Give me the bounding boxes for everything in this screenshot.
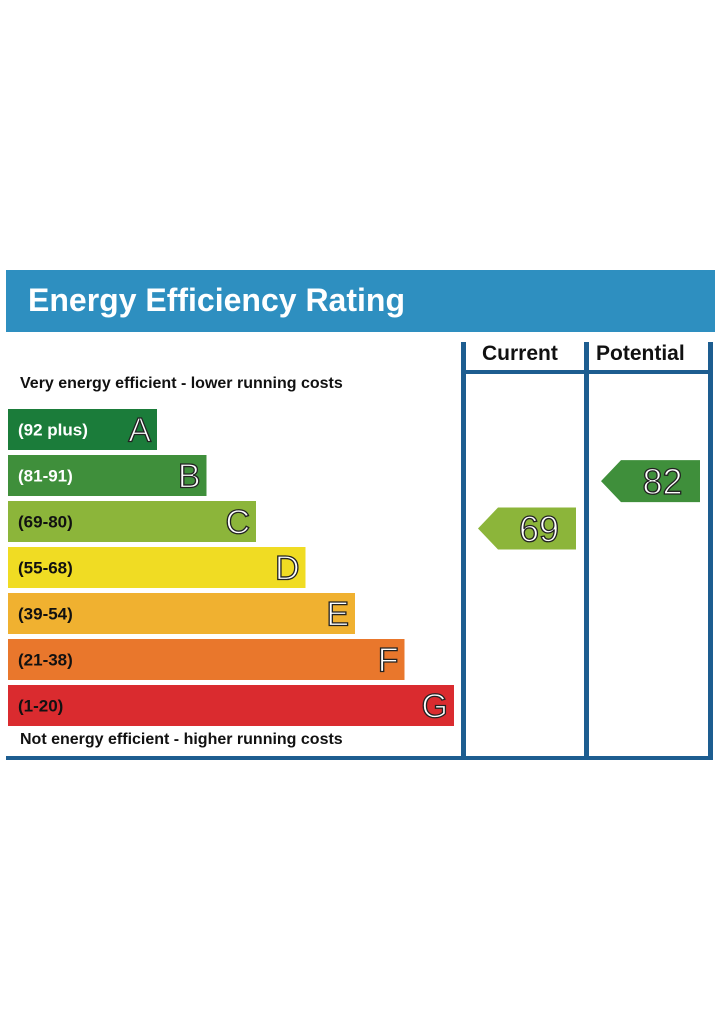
potential-column-header: Potential (596, 342, 685, 365)
potential-rating-arrow: 82 (601, 460, 700, 503)
band-c-letter: C (225, 504, 250, 542)
band-g: (1-20) G (8, 685, 454, 726)
band-f-letter: F (378, 642, 399, 680)
potential-rating-value: 82 (642, 461, 682, 502)
bottom-caption: Not energy efficient - higher running co… (20, 731, 343, 748)
band-c-range: (69-80) (18, 513, 73, 532)
band-d-range: (55-68) (18, 559, 73, 578)
band-b-range: (81-91) (18, 467, 73, 486)
band-g-range: (1-20) (18, 697, 63, 716)
rating-bands: (92 plus) A (81-91) B (69-80) C (55-68) D (39-54… (8, 409, 700, 726)
band-e-range: (39-54) (18, 605, 73, 624)
current-rating-value: 69 (519, 509, 559, 550)
band-a-range: (92 plus) (18, 421, 88, 440)
current-column-header: Current (482, 342, 558, 365)
potential-column-right-border (708, 342, 713, 760)
chart-bottom-border (6, 756, 713, 760)
band-b-letter: B (178, 458, 201, 496)
band-c-bar (8, 501, 256, 542)
current-rating-arrow-shape (478, 507, 576, 550)
band-g-letter: G (422, 688, 448, 726)
band-f-range: (21-38) (18, 651, 73, 670)
potential-column-left-border (584, 342, 589, 760)
energy-rating-chart: Energy Efficiency Rating Current Potenti… (6, 270, 715, 762)
band-b: (81-91) B (8, 455, 207, 496)
potential-rating-arrow-shape (601, 460, 700, 503)
band-e-bar (8, 593, 355, 634)
band-a-letter: A (128, 412, 151, 450)
band-a: (92 plus) A (8, 409, 157, 450)
chart-title: Energy Efficiency Rating (28, 282, 405, 318)
band-g-bar (8, 685, 454, 726)
top-caption: Very energy efficient - lower running co… (20, 375, 343, 392)
header-bar: Energy Efficiency Rating (6, 270, 715, 332)
current-rating-arrow: 69 (478, 507, 576, 550)
band-d-letter: D (275, 550, 300, 588)
band-c: (69-80) C (8, 501, 256, 542)
band-e-letter: E (326, 596, 349, 634)
band-b-bar (8, 455, 207, 496)
band-e: (39-54) E (8, 593, 355, 634)
column-header-divider (461, 370, 713, 374)
band-f-bar (8, 639, 405, 680)
band-d: (55-68) D (8, 547, 306, 588)
band-d-bar (8, 547, 306, 588)
band-f: (21-38) F (8, 639, 405, 680)
current-column-left-border (461, 342, 466, 760)
band-a-bar (8, 409, 157, 450)
